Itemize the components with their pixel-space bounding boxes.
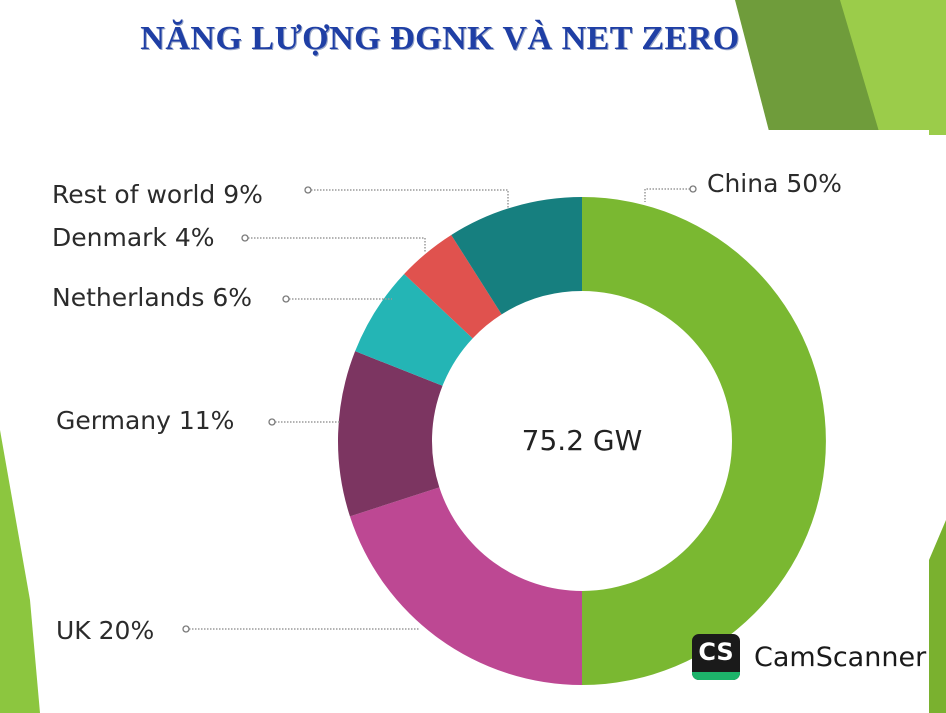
slide-green-accent-left bbox=[0, 430, 40, 713]
leader-dot-uk bbox=[182, 625, 190, 633]
slide-title: NĂNG LƯỢNG ĐGNK VÀ NET ZERO bbox=[140, 20, 740, 57]
slice-uk bbox=[349, 487, 582, 685]
camscanner-watermark: CS CamScanner bbox=[692, 634, 926, 680]
slice-label-uk: UK 20% bbox=[56, 616, 154, 645]
leader-dot-denmark bbox=[241, 234, 249, 242]
camscanner-logo-icon: CS bbox=[692, 634, 740, 680]
leader-line-china bbox=[644, 188, 693, 202]
slice-label-denmark: Denmark 4% bbox=[52, 223, 215, 252]
slide-green-band-light bbox=[840, 0, 946, 135]
slice-rest-of-world bbox=[451, 197, 582, 315]
slice-germany bbox=[338, 351, 443, 517]
leader-dot-germany bbox=[268, 418, 276, 426]
leader-dot-netherlands bbox=[282, 295, 290, 303]
center-total-label: 75.2 GW bbox=[522, 424, 643, 457]
labels-layer: China 50% UK 20% Germany 11% Netherlands 6%… bbox=[52, 169, 842, 645]
leader-dot-china bbox=[689, 185, 697, 193]
camscanner-name: CamScanner bbox=[754, 641, 927, 673]
slices-layer bbox=[338, 197, 826, 685]
slice-label-netherlands: Netherlands 6% bbox=[52, 283, 252, 312]
leader-dot-rest-of-world bbox=[304, 186, 312, 194]
slice-label-rest-of-world: Rest of world 9% bbox=[52, 180, 263, 209]
leader-lines-layer bbox=[182, 185, 697, 633]
slice-china bbox=[582, 197, 826, 685]
leader-line-denmark bbox=[245, 237, 426, 253]
slice-label-china: China 50% bbox=[707, 169, 842, 198]
slice-netherlands bbox=[355, 273, 473, 386]
leader-line-rest-of-world bbox=[308, 189, 509, 208]
slice-denmark bbox=[404, 234, 502, 339]
slice-label-germany: Germany 11% bbox=[56, 406, 234, 435]
slide-green-accent-right bbox=[929, 520, 946, 713]
